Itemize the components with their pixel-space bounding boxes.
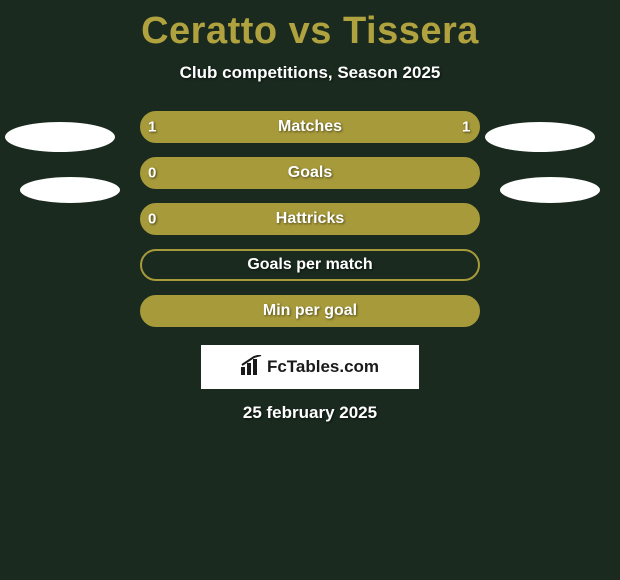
stat-label: Hattricks xyxy=(276,210,344,228)
brand-box: FcTables.com xyxy=(201,345,419,389)
decorative-ellipse xyxy=(20,177,120,203)
stat-value-left: 0 xyxy=(148,211,156,228)
stat-row: Min per goal xyxy=(0,295,620,327)
decorative-ellipse xyxy=(485,122,595,152)
subtitle: Club competitions, Season 2025 xyxy=(0,63,620,83)
stat-label: Matches xyxy=(278,118,342,136)
stat-label: Goals per match xyxy=(247,256,372,274)
brand-chart-icon xyxy=(241,355,263,380)
stat-label: Min per goal xyxy=(263,302,357,320)
brand-label: FcTables.com xyxy=(267,357,379,377)
date-label: 25 february 2025 xyxy=(0,403,620,423)
stat-value-right: 1 xyxy=(462,119,470,136)
page-title: Ceratto vs Tissera xyxy=(0,0,620,53)
stat-value-left: 1 xyxy=(148,119,156,136)
decorative-ellipse xyxy=(5,122,115,152)
stat-row: Goals per match xyxy=(0,249,620,281)
stat-row: Hattricks 0 xyxy=(0,203,620,235)
decorative-ellipse xyxy=(500,177,600,203)
stat-value-left: 0 xyxy=(148,165,156,182)
stat-label: Goals xyxy=(288,164,332,182)
